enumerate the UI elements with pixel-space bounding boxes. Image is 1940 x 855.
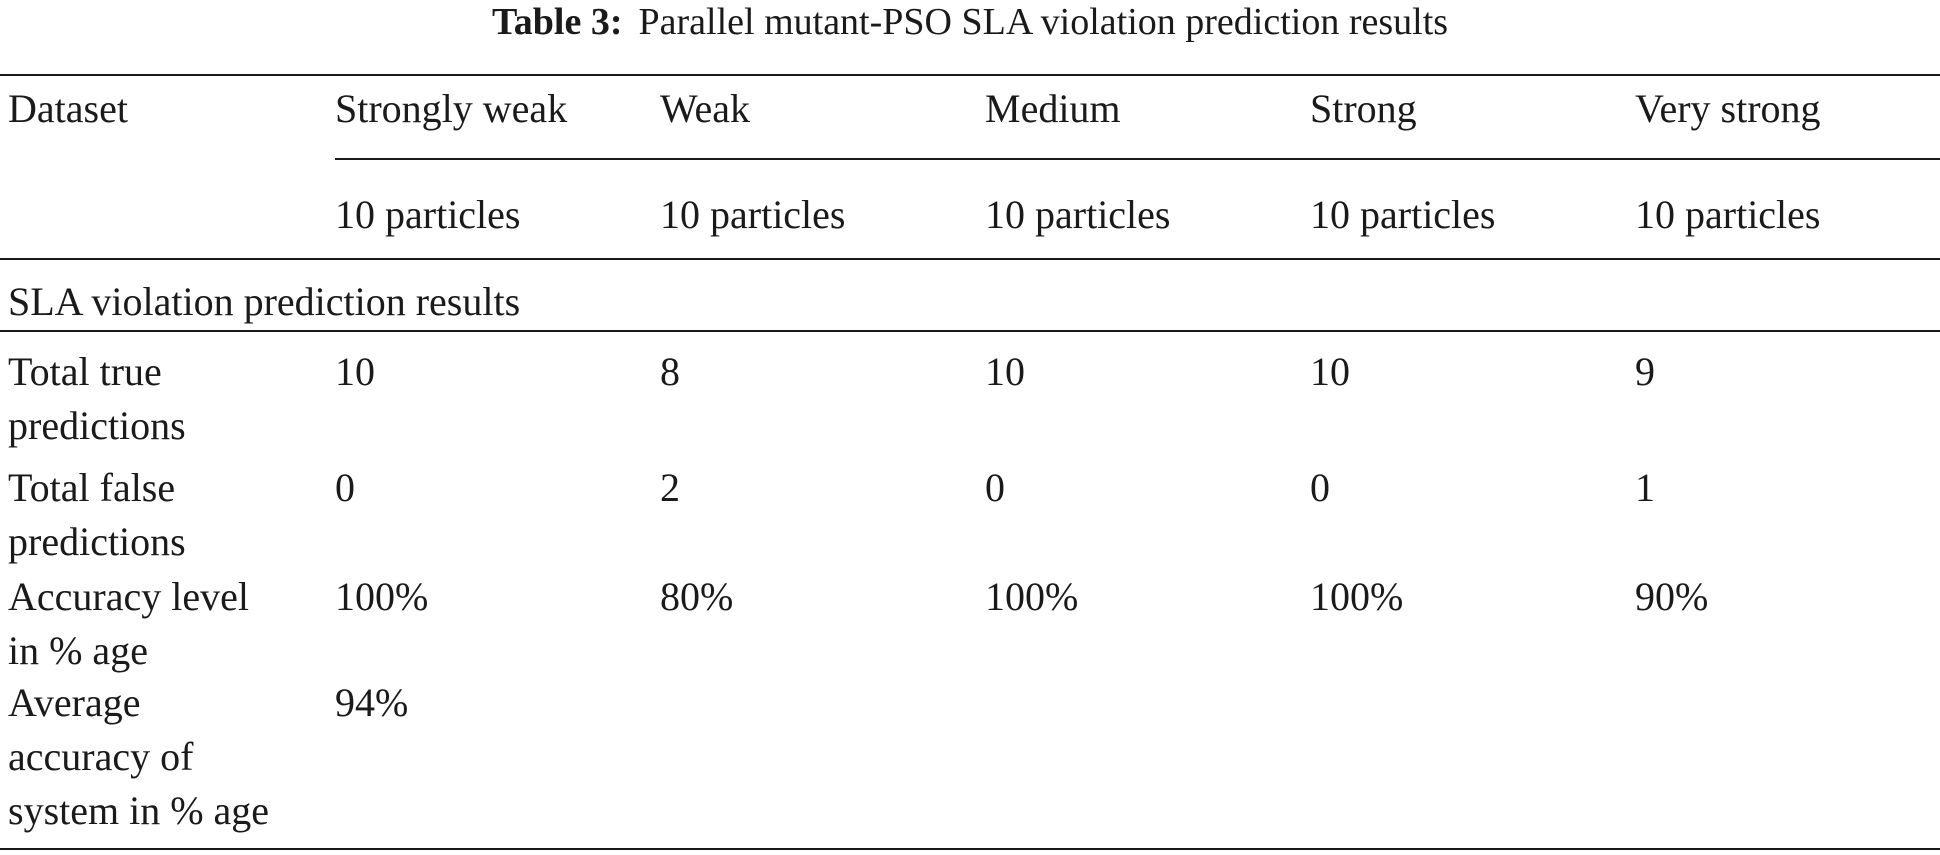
particles-very-strong: 10 particles (1635, 192, 1821, 237)
row-label-line: Accuracy level (8, 574, 249, 619)
header-strongly-weak: Strongly weak (335, 86, 568, 131)
row-label-line: Total true (8, 349, 162, 394)
particles-strong: 10 particles (1310, 192, 1496, 237)
header-bottom-rule (0, 258, 1940, 260)
table-cell: 100% (1310, 574, 1404, 619)
table-cell: 8 (660, 349, 680, 394)
row-label: Total true predictions (8, 345, 186, 453)
row-label: Accuracy level in % age (8, 570, 249, 678)
row-label-line: Total false (8, 465, 176, 510)
table-caption-text: Parallel mutant-PSO SLA violation predic… (638, 1, 1449, 43)
table-cell: 90% (1635, 574, 1709, 619)
section-rule (0, 330, 1940, 332)
particles-weak: 10 particles (660, 192, 846, 237)
row-label-line: Average (8, 680, 141, 725)
table-cell: 100% (985, 574, 1079, 619)
header-dataset: Dataset (8, 86, 128, 131)
table-cell: 100% (335, 574, 429, 619)
table-cell: 80% (660, 574, 734, 619)
table-cell: 0 (985, 465, 1005, 510)
bottom-rule (0, 848, 1940, 850)
particles-strongly-weak: 10 particles (335, 192, 521, 237)
average-value: 94% (335, 680, 409, 725)
table-caption: Table 3: Parallel mutant-PSO SLA violatio… (0, 0, 1940, 44)
table-cell: 0 (1310, 465, 1330, 510)
average-row-label: Average accuracy of system in % age (8, 676, 269, 838)
row-label-line: accuracy of (8, 734, 194, 779)
header-medium: Medium (985, 86, 1121, 131)
header-very-strong: Very strong (1635, 86, 1821, 131)
header-strong: Strong (1310, 86, 1417, 131)
table-cell: 0 (335, 465, 355, 510)
section-title: SLA violation prediction results (8, 279, 521, 324)
row-label-line: predictions (8, 403, 186, 448)
header-weak: Weak (660, 86, 751, 131)
table-caption-label: Table 3: (491, 1, 623, 43)
table-cell: 10 (985, 349, 1025, 394)
table-cell: 10 (335, 349, 375, 394)
column-group-rule (335, 158, 1940, 160)
table-cell: 10 (1310, 349, 1350, 394)
row-label-line: in % age (8, 628, 148, 673)
top-rule (0, 74, 1940, 76)
row-label: Total false predictions (8, 461, 186, 569)
row-label-line: system in % age (8, 788, 270, 833)
row-label-line: predictions (8, 519, 186, 564)
table-cell: 2 (660, 465, 680, 510)
table-cell: 1 (1635, 465, 1655, 510)
particles-medium: 10 particles (985, 192, 1171, 237)
table-cell: 9 (1635, 349, 1655, 394)
